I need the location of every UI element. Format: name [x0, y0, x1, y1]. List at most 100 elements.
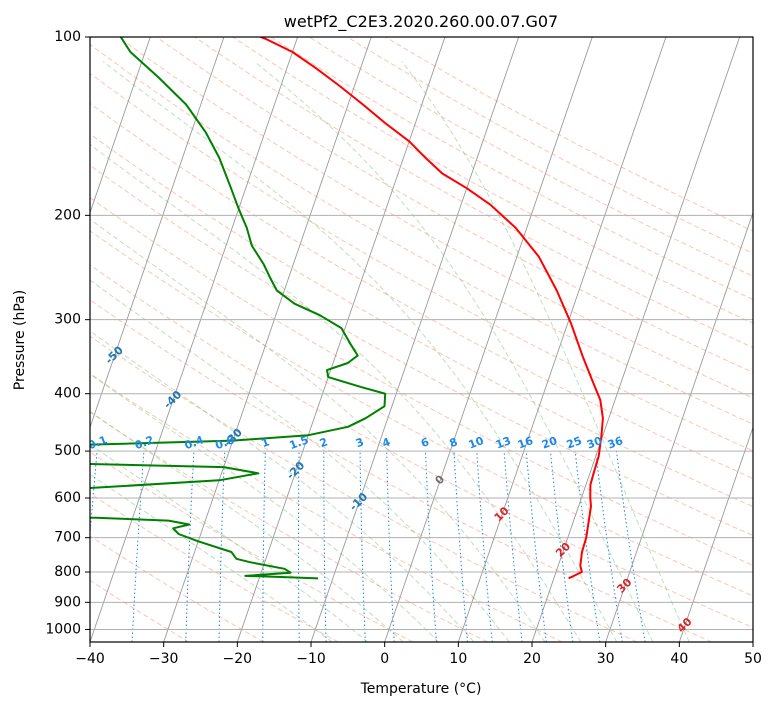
mixing-ratio-label: 0.4 [183, 433, 206, 452]
mixing-ratio-line [262, 451, 266, 642]
line-labels: -100-90-80-70-60-50-40-30-20-10010203040… [90, 343, 695, 635]
moist-adiabat [90, 218, 546, 642]
mixing-ratio-label: 30 [585, 434, 604, 452]
isotherm-line [457, 37, 667, 642]
isotherm-line [384, 37, 593, 642]
y-tick-label: 500 [54, 443, 81, 459]
mixing-ratio-label: 4 [380, 435, 392, 450]
mixing-ratio-line [453, 451, 468, 642]
moist-adiabat [90, 330, 475, 642]
dry-adiabat [90, 164, 753, 537]
dry-adiabat [90, 372, 563, 642]
y-axis-label: Pressure (hPa) [12, 290, 28, 390]
mixing-ratio-line [574, 451, 601, 642]
mixing-ratio-line [323, 451, 327, 642]
mixing-ratio-label: 1 [260, 435, 272, 450]
dry-adiabat [270, 37, 753, 300]
isotherm-line [90, 37, 225, 429]
dry-adiabat [90, 579, 190, 642]
x-tick-label: 20 [523, 651, 541, 667]
x-tick-label: 40 [670, 651, 688, 667]
mixing-ratio-line [595, 451, 623, 642]
isotherm-line [531, 37, 741, 642]
isotherm-label: -10 [347, 490, 370, 513]
x-tick-label: 50 [744, 651, 762, 667]
x-tick-label: −40 [75, 651, 105, 667]
y-tick-label: 400 [54, 386, 81, 402]
warm-isotherm-label: 30 [614, 576, 634, 596]
mixing-ratio-line [503, 451, 523, 642]
dry-adiabat [90, 264, 753, 629]
moist-adiabat [90, 410, 404, 642]
moist-adiabat [90, 143, 582, 642]
moist-adiabat [90, 473, 333, 642]
x-tick-label: 0 [380, 651, 389, 667]
isotherm-line [0, 37, 3, 642]
isotherm-line [163, 37, 372, 642]
dry-adiabat [90, 133, 753, 508]
warm-isotherm-label: 40 [675, 615, 695, 635]
mixing-ratio-label: 36 [606, 434, 625, 452]
isotherm-line [90, 37, 299, 642]
mixing-ratio-line [131, 451, 145, 642]
mixing-ratio-label: 0.2 [133, 433, 156, 452]
x-axis-ticks: −40 −30 −20 −10 0 10 20 30 40 50 [75, 642, 762, 667]
mixing-ratio-line [298, 451, 300, 642]
y-axis-ticks: 100 200 300 400 500 600 700 800 900 1000 [45, 29, 90, 637]
dry-adiabat [232, 37, 753, 324]
x-axis-label: Temperature (°C) [360, 681, 482, 697]
mixing-ratio-line [90, 451, 98, 541]
y-tick-label: 600 [54, 490, 81, 506]
dry-adiabat [90, 451, 414, 642]
moist-adiabat [253, 61, 654, 642]
x-tick-label: 30 [597, 651, 615, 667]
dry-adiabat [90, 43, 753, 425]
dry-adiabat [194, 37, 753, 349]
mixing-ratio-label: 13 [494, 434, 513, 451]
series-lines [90, 37, 604, 580]
dry-adiabat [90, 72, 753, 452]
dry-adiabat [90, 335, 638, 642]
mixing-ratio-label: 8 [448, 435, 460, 450]
dry-adiabat [90, 411, 488, 642]
y-tick-label: 700 [54, 530, 81, 546]
mixing-ratio-line [359, 451, 366, 642]
mixing-ratio-label: 3 [354, 435, 366, 450]
mixing-ratio-label: 20 [540, 434, 559, 452]
y-tick-label: 100 [54, 29, 81, 45]
x-tick-label: 10 [449, 651, 467, 667]
isotherm-line [752, 640, 753, 642]
moist-adiabat [90, 443, 369, 642]
isotherm-line [236, 37, 446, 642]
chart-title: wetPf2_C2E3.2020.260.00.07.G07 [284, 12, 558, 32]
warm-isotherm-label: 10 [492, 504, 512, 524]
isotherm-label: -40 [161, 388, 184, 411]
y-tick-label: 300 [54, 312, 81, 328]
mixing-ratio-label: 0.6 [213, 433, 236, 452]
y-tick-label: 1000 [45, 621, 81, 637]
mixing-ratio-label: 25 [565, 434, 584, 451]
x-tick-label: −30 [149, 651, 179, 667]
mixing-ratio-line [476, 451, 493, 642]
dry-adiabat [90, 535, 264, 642]
mixing-ratio-line [525, 451, 547, 642]
mixing-ratio-line [615, 451, 646, 642]
y-tick-label: 200 [54, 207, 81, 223]
dry-adiabat [90, 299, 712, 642]
isotherm-line [310, 37, 520, 642]
dry-adiabat [385, 37, 753, 232]
moist-adiabat [102, 61, 618, 642]
dewpoint-line [90, 37, 387, 580]
mixing-ratio-label: 1.5 [288, 433, 311, 452]
x-tick-label: −20 [223, 651, 253, 667]
mixing-ratio-label: 6 [419, 435, 431, 450]
y-tick-label: 800 [54, 564, 81, 580]
mixing-ratio-label: 16 [516, 434, 535, 452]
dry-adiabat [308, 37, 753, 277]
y-tick-label: 900 [54, 594, 81, 610]
moist-adiabat [90, 373, 439, 642]
plot-frame [89, 36, 754, 643]
temperature-line [258, 37, 604, 580]
x-tick-label: −10 [296, 651, 326, 667]
mixing-ratio-line [386, 451, 395, 642]
